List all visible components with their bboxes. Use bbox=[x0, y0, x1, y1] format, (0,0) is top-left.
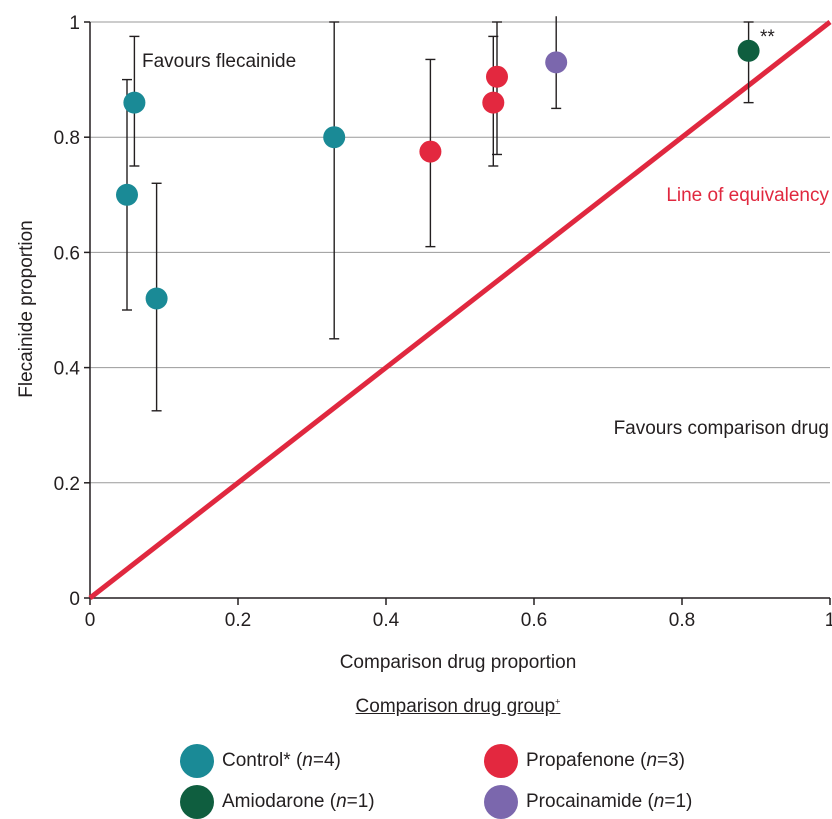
axes bbox=[84, 21, 831, 605]
favours-flecainide-label: Favours flecainide bbox=[142, 51, 296, 72]
data-points bbox=[116, 39, 760, 310]
data-point bbox=[737, 39, 760, 62]
procainamide-swatch bbox=[484, 785, 518, 819]
x-tick-label: 1 bbox=[825, 610, 832, 631]
legend-n-open: ( bbox=[640, 750, 647, 771]
y-tick-label: 0.6 bbox=[54, 243, 80, 264]
data-point bbox=[323, 126, 346, 149]
legend-n-open: ( bbox=[329, 791, 337, 812]
legend-label: Propafenone bbox=[526, 750, 635, 771]
legend-n-var: n bbox=[302, 750, 313, 771]
y-tick-label: 0 bbox=[69, 589, 80, 610]
x-tick-label: 0.4 bbox=[373, 610, 400, 631]
legend-n-value: =4) bbox=[312, 750, 341, 771]
data-point bbox=[123, 91, 146, 114]
propafenone-swatch bbox=[484, 744, 518, 778]
y-tick-label: 0.4 bbox=[54, 359, 81, 380]
x-tick-label: 0.6 bbox=[521, 610, 547, 631]
legend-n-var: n bbox=[653, 791, 665, 812]
y-tick-labels: 0 0.2 0.4 0.6 0.8 1 bbox=[54, 13, 81, 610]
data-point bbox=[419, 140, 442, 163]
y-tick-label: 0.8 bbox=[54, 128, 80, 149]
legend: Comparison drug group+ Control* (n =4) Pr… bbox=[0, 690, 832, 819]
data-point bbox=[482, 91, 505, 114]
amiodarone-swatch bbox=[180, 785, 214, 819]
data-point bbox=[486, 65, 508, 88]
legend-label: Procainamide bbox=[526, 791, 643, 812]
error-bars bbox=[122, 16, 754, 412]
equivalency-label: Line of equivalency bbox=[666, 185, 829, 206]
legend-item-control: Control* (n =4) bbox=[180, 744, 341, 778]
data-point bbox=[116, 183, 138, 206]
data-point bbox=[145, 287, 168, 310]
legend-label: Control* bbox=[222, 750, 291, 771]
legend-n-var: n bbox=[646, 750, 658, 771]
favours-comparison-label: Favours comparison drug bbox=[614, 418, 829, 439]
control-swatch bbox=[180, 744, 214, 778]
legend-item-propafenone: Propafenone (n =3) bbox=[484, 744, 685, 778]
legend-item-amiodarone: Amiodarone (n =1) bbox=[180, 785, 375, 819]
significance-marker: ** bbox=[760, 27, 775, 48]
x-tick-labels: 0 0.2 0.4 0.6 0.8 1 bbox=[85, 610, 832, 631]
y-axis-title: Flecainide proportion bbox=[16, 220, 37, 397]
legend-n-var: n bbox=[336, 791, 347, 812]
legend-n-open: ( bbox=[295, 750, 303, 771]
legend-n-value: =1) bbox=[346, 791, 375, 812]
gridlines bbox=[90, 21, 830, 484]
legend-n-value: =3) bbox=[657, 750, 686, 771]
equivalency-line bbox=[88, 20, 832, 600]
x-axis-title: Comparison drug proportion bbox=[340, 652, 577, 673]
data-point bbox=[545, 51, 568, 74]
line-of-equivalency bbox=[88, 20, 832, 600]
legend-n-value: =1) bbox=[664, 791, 693, 812]
legend-n-open: ( bbox=[647, 791, 654, 812]
legend-title-text: Comparison drug group bbox=[355, 696, 556, 717]
x-tick-label: 0.2 bbox=[225, 610, 251, 631]
x-tick-label: 0.8 bbox=[669, 610, 695, 631]
y-tick-label: 0.2 bbox=[54, 474, 80, 495]
legend-item-procainamide: Procainamide (n =1) bbox=[484, 785, 692, 819]
y-tick-label: 1 bbox=[69, 13, 80, 34]
legend-label: Amiodarone bbox=[222, 791, 325, 812]
legend-title: Comparison drug group+ bbox=[0, 696, 832, 718]
legend-title-mark: + bbox=[555, 696, 561, 707]
x-tick-label: 0 bbox=[85, 610, 96, 631]
